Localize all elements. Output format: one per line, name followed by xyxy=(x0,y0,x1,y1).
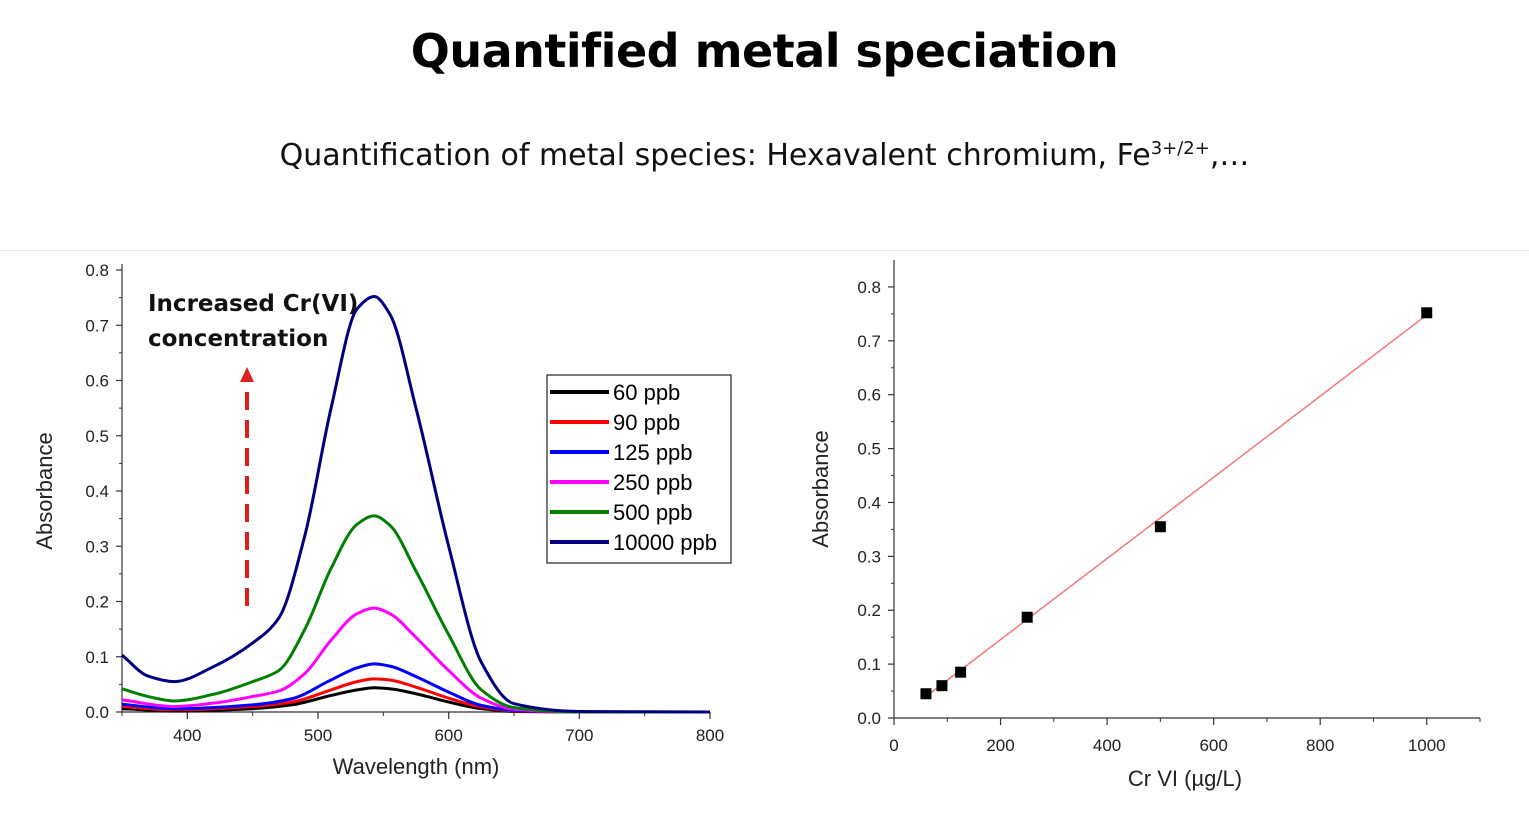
slide-subtitle: Quantification of metal species: Hexaval… xyxy=(0,138,1529,173)
legend-entry: 10000 ppb xyxy=(613,530,717,555)
data-point xyxy=(920,688,932,700)
legend-box xyxy=(546,374,732,564)
y-tick-label: 0.1 xyxy=(85,648,109,667)
legend-entry: 60 ppb xyxy=(613,380,680,405)
x-tick-label: 400 xyxy=(1093,736,1121,755)
data-point xyxy=(955,666,967,678)
divider-line xyxy=(0,250,1529,251)
y-tick-label: 0.7 xyxy=(857,332,881,351)
series-line xyxy=(121,606,710,714)
calibration-chart: 0.0 0.1 0.2 0.3 0.4 0.5 0.6 0.7 0.8 0 200 400 600 800… xyxy=(808,260,1481,791)
y-tick-label: 0.8 xyxy=(857,278,881,297)
series-line xyxy=(121,295,711,714)
spectra-chart: 0.0 0.1 0.2 0.3 0.4 0.5 0.6 0.7 0.8 400 500 600 700 8… xyxy=(32,261,732,779)
y-axis-label: Absorbance xyxy=(32,432,57,549)
y-tick-label: 0.2 xyxy=(857,601,881,620)
x-tick-label: 0 xyxy=(889,736,898,755)
slide-title: Quantified metal speciation xyxy=(410,24,1119,78)
x-tick-label: 800 xyxy=(1306,736,1334,755)
y-tick-label: 0.1 xyxy=(857,655,881,674)
data-point xyxy=(1021,611,1033,623)
subtitle-main: Quantification of metal species: Hexaval… xyxy=(279,138,1151,173)
y-axis-label: Absorbance xyxy=(808,430,833,547)
data-point xyxy=(1154,521,1166,533)
y-tick-label: 0.3 xyxy=(857,547,881,566)
legend-entry: 500 ppb xyxy=(613,500,693,525)
y-tick-label: 0.5 xyxy=(85,427,109,446)
y-tick-label: 0.7 xyxy=(85,316,109,335)
y-tick-label: 0.8 xyxy=(85,261,109,280)
y-tick-label: 0.5 xyxy=(857,440,881,459)
y-tick-label: 0.4 xyxy=(857,493,881,512)
x-tick-label: 700 xyxy=(565,726,593,745)
x-tick-label: 600 xyxy=(1199,736,1227,755)
y-tick-label: 0.2 xyxy=(85,593,109,612)
y-tick-label: 0.3 xyxy=(85,537,109,556)
data-point xyxy=(936,680,948,692)
y-tick-label: 0.6 xyxy=(85,372,109,391)
x-tick-label: 500 xyxy=(304,726,332,745)
data-point xyxy=(1421,307,1433,319)
series-line xyxy=(121,514,710,714)
x-tick-label: 800 xyxy=(696,726,724,745)
x-axis-label: Wavelength (nm) xyxy=(333,754,500,779)
legend-entry: 250 ppb xyxy=(613,470,693,495)
subtitle-superscript: 3+/2+ xyxy=(1150,138,1210,159)
fit-line xyxy=(925,314,1428,698)
subtitle-tail: ,… xyxy=(1209,138,1250,173)
x-tick-label: 600 xyxy=(434,726,462,745)
y-tick-label: 0.0 xyxy=(857,709,881,728)
x-tick-label: 200 xyxy=(986,736,1014,755)
x-tick-label: 400 xyxy=(173,726,201,745)
x-tick-label: 1000 xyxy=(1408,736,1446,755)
legend-entry: 90 ppb xyxy=(613,410,680,435)
annotation-line1: Increased Cr(VI) xyxy=(148,291,358,317)
legend-entry: 125 ppb xyxy=(613,440,693,465)
annotation-line2: concentration xyxy=(148,326,328,352)
y-tick-label: 0.4 xyxy=(85,482,109,501)
annotation-arrow-head xyxy=(240,367,254,382)
y-tick-label: 0.6 xyxy=(857,386,881,405)
charts-canvas: 0.0 0.1 0.2 0.3 0.4 0.5 0.6 0.7 0.8 400 500 600 700 8… xyxy=(32,260,1481,791)
x-axis-label: Cr VI (µg/L) xyxy=(1128,766,1242,791)
y-tick-label: 0.0 xyxy=(85,703,109,722)
